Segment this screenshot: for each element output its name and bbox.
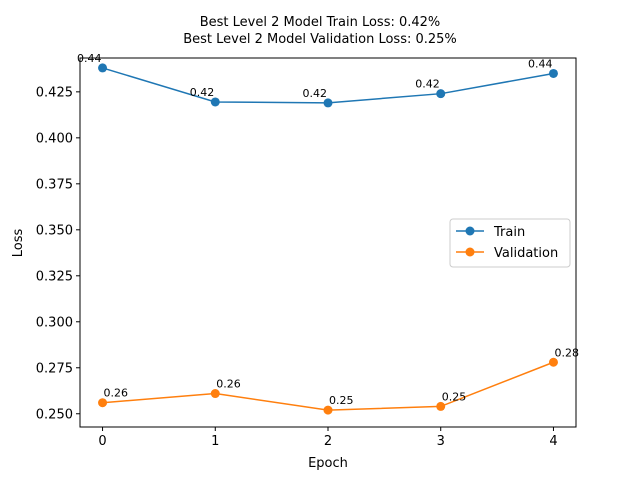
y-axis: 0.250 0.275 0.300 0.325 0.350 0.375 0.400 0.425	[36, 85, 80, 422]
data-point-train	[210, 97, 220, 107]
y-tick-label: 0.250	[36, 407, 73, 422]
x-tick-label: 4	[549, 434, 557, 449]
x-axis: 0 1 2 3 4	[98, 427, 558, 449]
x-tick-label: 3	[437, 434, 445, 449]
legend-validation-label: Validation	[494, 246, 558, 261]
y-tick-label: 0.275	[36, 361, 73, 376]
y-tick-label: 0.300	[36, 315, 73, 330]
data-point-validation	[98, 398, 108, 408]
y-tick-label: 0.375	[36, 177, 73, 192]
y-axis-label: Loss	[11, 229, 26, 258]
legend: Train Validation	[449, 218, 571, 268]
x-tick-label: 1	[211, 434, 219, 449]
data-label-train: 0.44	[77, 52, 102, 65]
series-train: 0.44 0.42 0.42 0.42 0.44	[77, 52, 558, 108]
data-label-validation: 0.28	[554, 346, 579, 359]
data-point-validation	[323, 405, 333, 415]
data-point-train	[548, 68, 558, 78]
data-point-validation	[210, 389, 220, 399]
data-point-validation	[436, 401, 446, 411]
data-label-train: 0.42	[415, 78, 440, 91]
y-tick-label: 0.425	[36, 85, 73, 100]
chart-title-line-1: Best Level 2 Model Train Loss: 0.42%	[200, 15, 441, 30]
data-point-train	[98, 63, 108, 73]
data-point-train	[323, 98, 333, 108]
data-point-train	[436, 89, 446, 99]
series-layer: 0.44 0.42 0.42 0.42 0.44 0.26 0.26 0.25 0.25 0.28	[77, 52, 579, 415]
legend-train-marker	[465, 226, 475, 236]
legend-validation-marker	[465, 247, 475, 257]
y-tick-label: 0.325	[36, 269, 73, 284]
data-label-validation: 0.26	[216, 378, 241, 391]
data-point-validation	[548, 357, 558, 367]
series-line-train	[102, 67, 554, 104]
data-label-train: 0.42	[190, 86, 215, 99]
series-line-validation	[102, 361, 554, 411]
y-tick-label: 0.400	[36, 131, 73, 146]
x-axis-label: Epoch	[308, 456, 348, 471]
data-label-validation: 0.25	[329, 394, 354, 407]
legend-train-label: Train	[493, 225, 525, 240]
y-tick-label: 0.350	[36, 223, 73, 238]
x-tick-label: 0	[98, 434, 106, 449]
series-validation: 0.26 0.26 0.25 0.25 0.28	[98, 346, 579, 415]
data-label-train: 0.42	[303, 87, 328, 100]
data-label-validation: 0.25	[442, 390, 467, 403]
x-tick-label: 2	[324, 434, 332, 449]
chart-title-line-2: Best Level 2 Model Validation Loss: 0.25…	[183, 32, 457, 47]
data-label-train: 0.44	[528, 57, 553, 70]
data-label-validation: 0.26	[104, 387, 129, 400]
